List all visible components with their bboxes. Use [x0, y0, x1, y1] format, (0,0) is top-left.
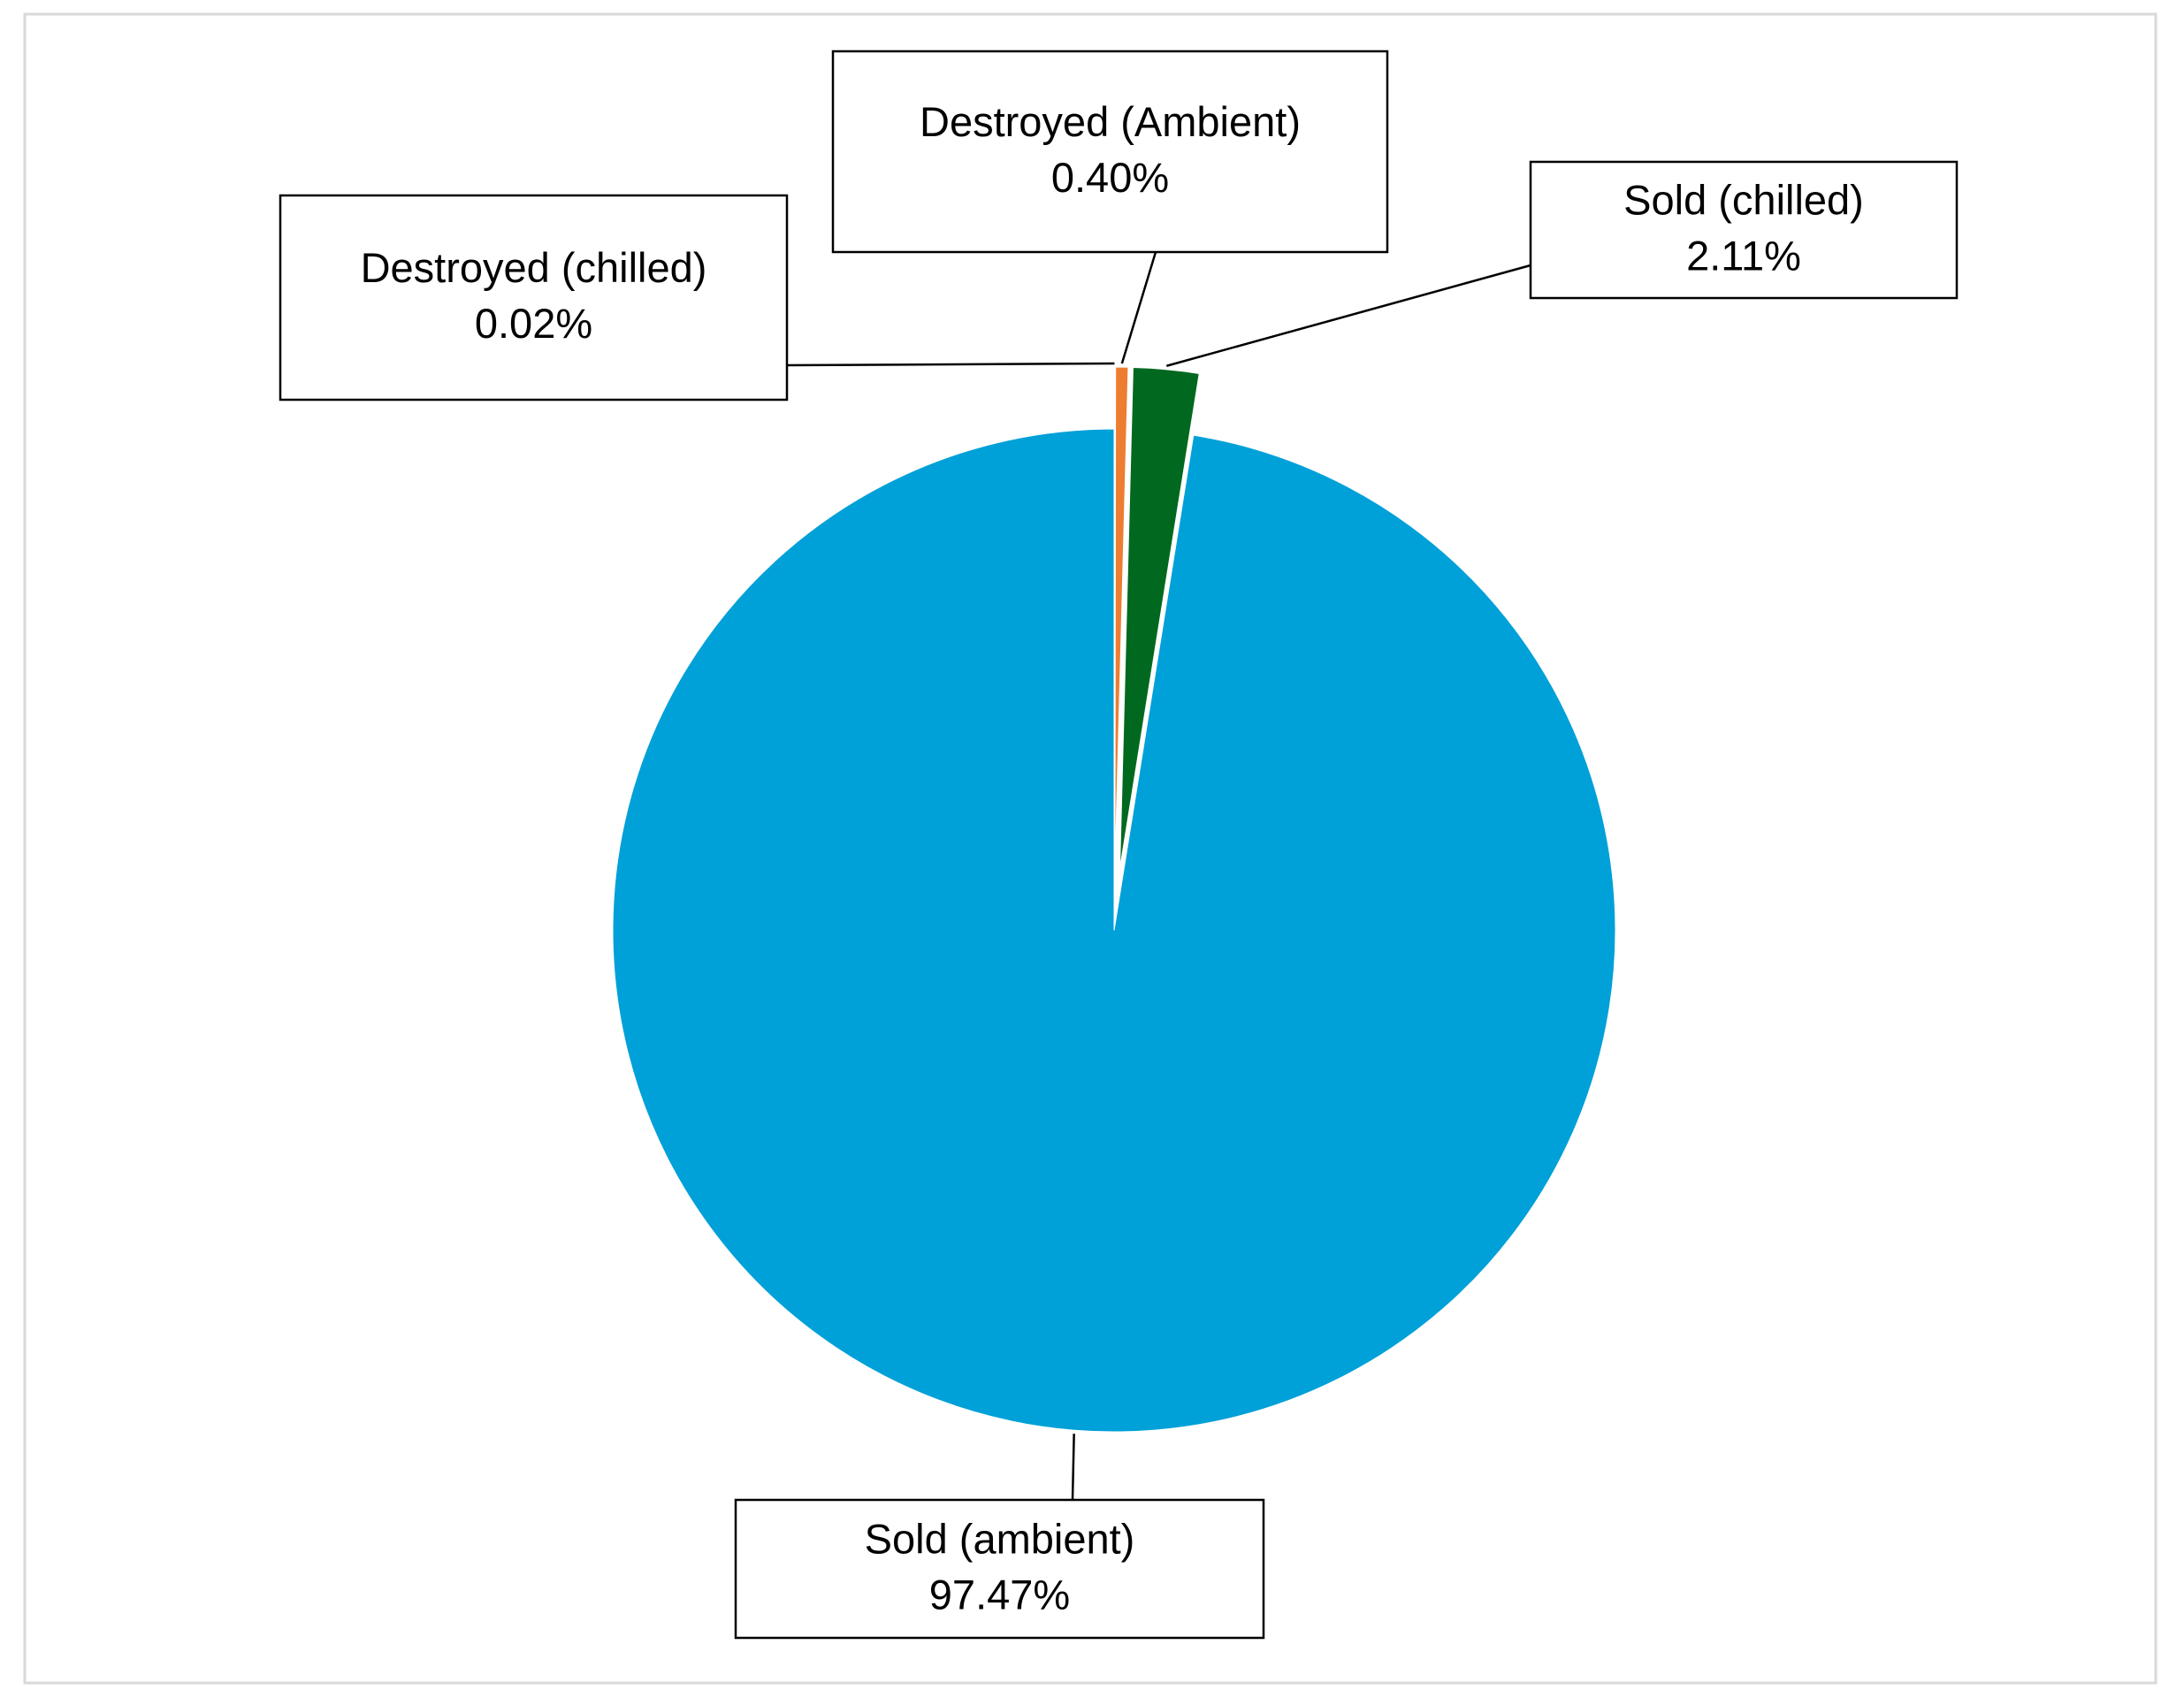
slice-value: 97.47%	[929, 1571, 1070, 1618]
label-box	[1529, 160, 1959, 300]
slice-label: Sold (ambient)	[865, 1515, 1135, 1562]
pie-slice	[612, 428, 1616, 1433]
label-box	[734, 1498, 1265, 1640]
slice-value: 2.11%	[1686, 232, 1801, 279]
leader-line	[1165, 264, 1531, 367]
slice-value: 0.02%	[475, 300, 592, 347]
leader-line	[1120, 251, 1157, 364]
slice-value: 0.40%	[1051, 154, 1169, 201]
slice-label: Destroyed (chilled)	[361, 244, 707, 291]
pie-slice	[1119, 366, 1200, 869]
label-box	[831, 50, 1389, 254]
leader-line	[786, 362, 1115, 367]
leader-line	[1071, 1434, 1075, 1501]
slice-label: Sold (chilled)	[1623, 176, 1864, 223]
slice-label: Destroyed (Ambient)	[920, 98, 1301, 145]
pie-slice	[1114, 366, 1129, 869]
label-box	[279, 194, 789, 402]
